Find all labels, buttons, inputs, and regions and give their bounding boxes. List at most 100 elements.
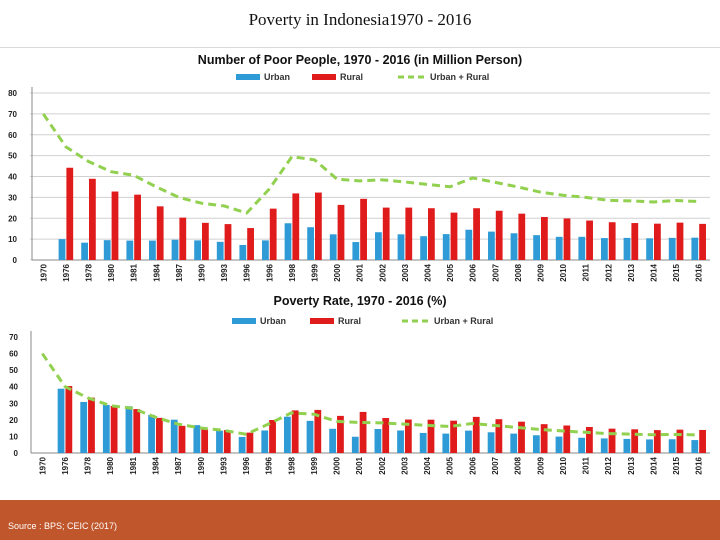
urban-bar (668, 237, 676, 260)
rural-bar (382, 418, 390, 453)
rural-bar (110, 405, 118, 453)
urban-bar (646, 439, 653, 453)
x-tick-label: 1981 (129, 456, 138, 474)
rural-bar (201, 429, 209, 453)
rural-bar (654, 223, 661, 260)
x-tick-label: 1996 (265, 263, 274, 281)
x-tick-label: 1978 (84, 456, 93, 474)
x-tick-label: 2016 (695, 263, 704, 281)
title-divider (0, 47, 720, 48)
rural-bar (518, 213, 526, 260)
x-tick-label: 2000 (333, 263, 342, 281)
legend-label: Urban (264, 72, 290, 82)
rural-bar (269, 420, 276, 453)
x-tick-label: 1984 (152, 263, 161, 281)
x-tick-label: 1999 (310, 456, 319, 474)
urban-bar (442, 234, 450, 260)
urban-bar (306, 420, 314, 453)
rural-bar (676, 429, 684, 453)
y-tick-label: 50 (9, 366, 18, 375)
rural-bar (382, 207, 390, 260)
urban-bar (555, 236, 563, 260)
rural-bar (608, 222, 616, 260)
urban-bar (510, 433, 518, 453)
poverty-rate-chart: Poverty Rate, 1970 - 2016 (%) Urban Rural U… (9, 294, 710, 475)
urban-bar (488, 231, 495, 260)
rural-bar (111, 191, 119, 260)
x-tick-label: 2015 (672, 456, 681, 474)
rural-bar (179, 217, 187, 260)
rural-bar (314, 409, 322, 453)
x-tick-label: 2009 (536, 456, 545, 474)
rural-bar (653, 430, 661, 453)
y-tick-label: 30 (9, 399, 18, 408)
urban-bar (600, 438, 608, 453)
rural-bar (202, 222, 209, 260)
x-tick-label: 1998 (287, 456, 296, 474)
rural-bar (360, 198, 367, 260)
urban-bar (555, 436, 563, 453)
x-tick-label: 1980 (107, 263, 116, 281)
rural-bar (495, 210, 503, 260)
urban-bar (126, 240, 134, 260)
rural-bar (246, 432, 254, 453)
legend-swatch-0 (232, 318, 256, 324)
legend-swatch-1 (312, 74, 336, 80)
rural-bar (65, 386, 73, 453)
urban-bar (419, 432, 427, 453)
x-tick-label: 1970 (39, 263, 48, 281)
legend-label: Urban + Rural (434, 316, 493, 326)
rural-bar (247, 228, 254, 260)
x-tick-label: 2009 (537, 263, 546, 281)
urban-bar (307, 227, 314, 260)
urban-bar (238, 436, 246, 453)
x-tick-label: 2014 (649, 456, 658, 474)
y-tick-label: 0 (13, 256, 18, 265)
x-tick-label: 1990 (197, 456, 206, 474)
rural-bar (473, 208, 480, 260)
rural-bar (428, 208, 435, 260)
y-tick-label: 40 (8, 173, 17, 182)
y-tick-label: 10 (9, 432, 18, 441)
urban-bar (465, 430, 472, 453)
y-tick-label: 60 (9, 350, 18, 359)
rural-bar (586, 220, 593, 260)
urban-bar (262, 240, 269, 260)
x-tick-label: 1999 (311, 263, 320, 281)
rural-bar (315, 192, 322, 260)
rural-bar (586, 426, 593, 453)
x-tick-label: 2003 (401, 263, 410, 281)
y-tick-label: 20 (9, 416, 18, 425)
rural-bar (292, 193, 300, 260)
x-tick-label: 2010 (559, 456, 568, 474)
rural-bar (156, 206, 164, 260)
x-tick-label: 2014 (650, 263, 659, 281)
rural-bar (472, 416, 480, 453)
x-tick-label: 2005 (446, 263, 455, 281)
x-tick-label: 2002 (378, 263, 387, 281)
legend-label: Rural (338, 316, 361, 326)
rural-bar (450, 420, 458, 453)
urban-bar (533, 235, 540, 260)
x-tick-label: 2006 (469, 263, 478, 281)
poor-people-chart: Number of Poor People, 1970 - 2016 (in M… (8, 53, 710, 282)
x-tick-label: 2015 (672, 263, 681, 281)
urban-bar (81, 242, 88, 260)
x-tick-label: 1996 (242, 456, 251, 474)
x-tick-label: 2011 (582, 456, 591, 474)
x-tick-label: 2013 (627, 263, 636, 281)
urban-bar (487, 432, 495, 453)
y-tick-label: 60 (8, 131, 17, 140)
rural-bar (404, 419, 412, 453)
urban-bar (532, 435, 540, 453)
urban-bar (194, 240, 201, 260)
rural-bar (134, 194, 141, 260)
urban-bar (465, 229, 473, 260)
urban-bar (102, 404, 110, 453)
rural-bar (337, 415, 344, 453)
rural-bar (608, 428, 616, 453)
urban-bar (578, 437, 586, 453)
source-note: Source : BPS; CEIC (2017) (8, 521, 118, 531)
x-tick-label: 1981 (130, 263, 139, 281)
y-tick-label: 70 (8, 110, 17, 119)
